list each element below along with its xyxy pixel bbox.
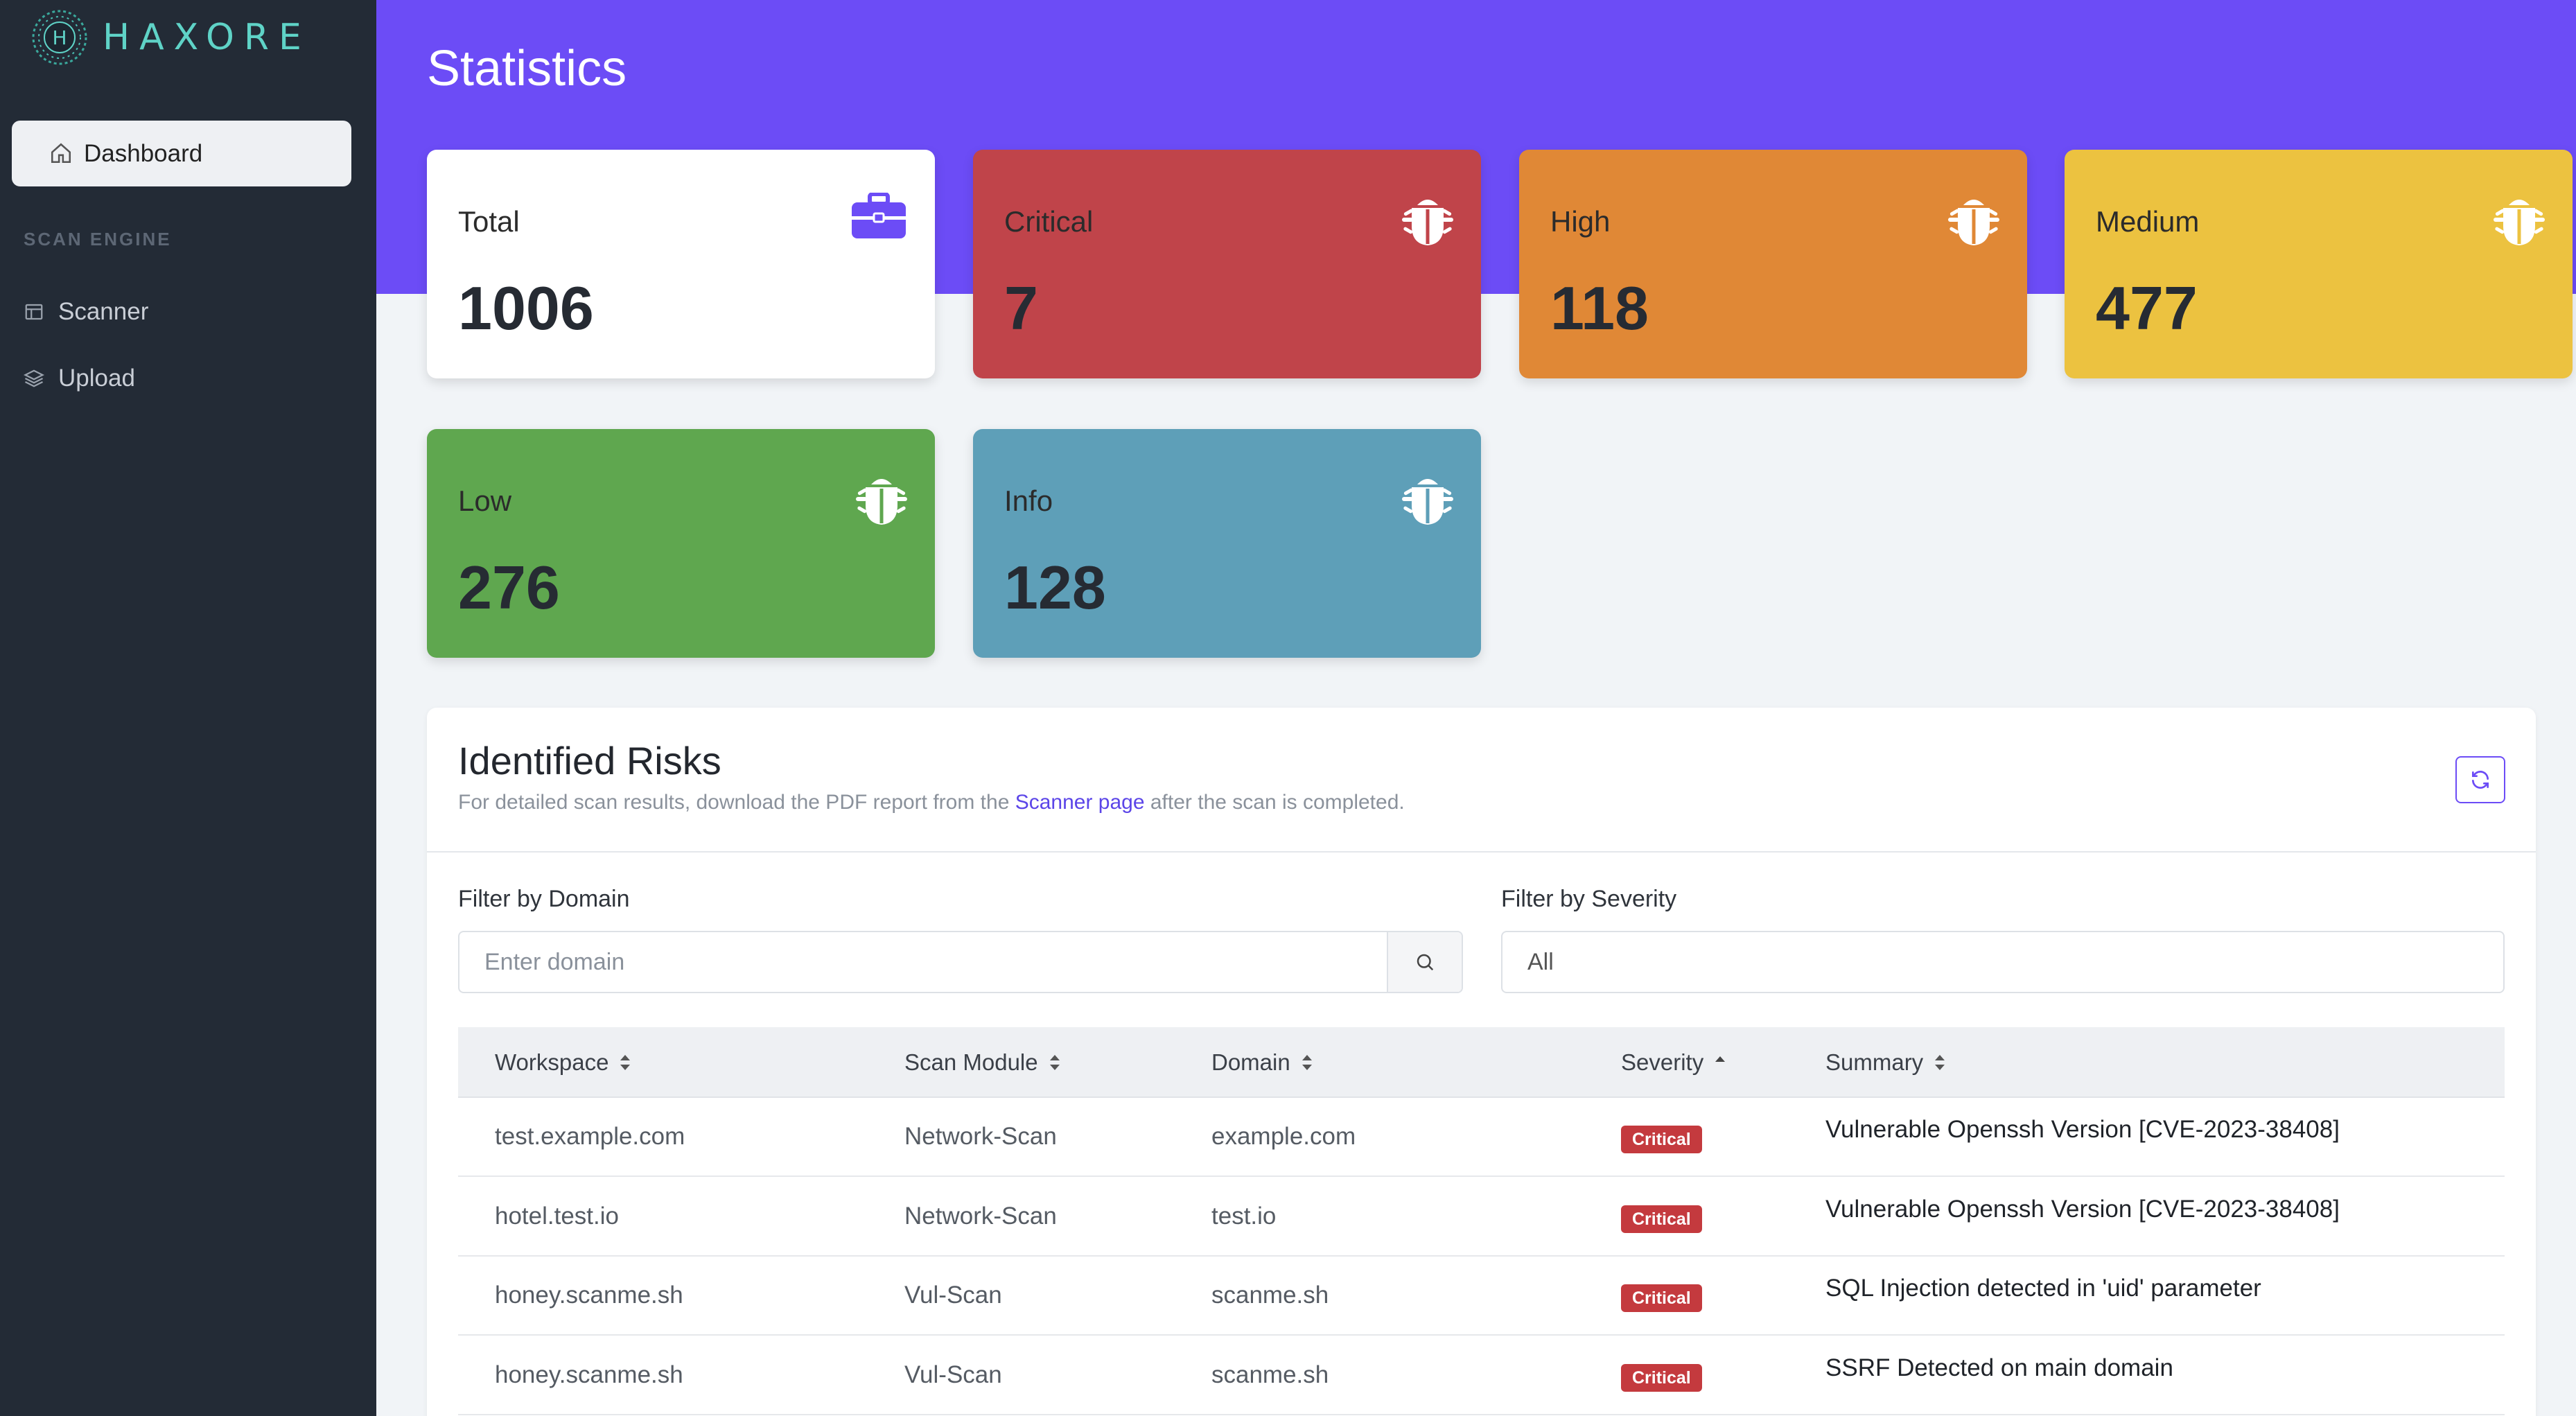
severity-badge: Critical	[1621, 1364, 1702, 1392]
severity-filter-select[interactable]: All	[1501, 931, 2505, 993]
refresh-button[interactable]	[2455, 756, 2505, 803]
filter-severity-label: Filter by Severity	[1501, 886, 1677, 912]
stat-value: 1006	[458, 274, 594, 342]
sort-ascending-icon	[1715, 1056, 1726, 1062]
table-row[interactable]: test.example.com Network-Scan example.co…	[458, 1098, 2505, 1177]
table-row[interactable]: honey.scanme.sh Vul-Scan scanme.sh Criti…	[458, 1336, 2505, 1415]
severity-select-value: All	[1527, 949, 1554, 975]
severity-badge: Critical	[1621, 1205, 1702, 1233]
cell-domain: example.com	[1211, 1123, 1356, 1150]
sidebar-section-label: SCAN ENGINE	[24, 229, 172, 250]
brand-name: HAXORE	[103, 17, 311, 58]
sidebar-item-label: Upload	[58, 365, 135, 392]
subtitle-text: after the scan is completed.	[1144, 791, 1405, 814]
domain-search-button[interactable]	[1387, 932, 1462, 992]
stat-card-total: Total 1006	[427, 150, 935, 378]
cell-scan-module: Vul-Scan	[904, 1282, 1002, 1309]
stat-value: 7	[1004, 274, 1038, 342]
panel-divider	[427, 851, 2536, 853]
logo-mark-text: H	[52, 26, 67, 49]
stat-card-medium: Medium 477	[2065, 150, 2573, 378]
briefcase-icon	[852, 193, 906, 238]
stat-label: Info	[1004, 484, 1053, 517]
layers-icon	[24, 369, 44, 387]
cell-scan-module: Network-Scan	[904, 1203, 1057, 1230]
stat-card-low: Low 276	[427, 429, 935, 658]
stat-value: 276	[458, 553, 560, 622]
sidebar-item-label: Dashboard	[84, 139, 203, 167]
column-header-severity[interactable]: Severity	[1621, 1049, 1727, 1076]
haxore-logo-icon: H	[32, 10, 87, 65]
severity-badge: Critical	[1621, 1284, 1702, 1312]
cell-workspace: hotel.test.io	[495, 1203, 619, 1230]
bug-icon	[2494, 200, 2545, 245]
home-icon	[51, 143, 71, 164]
cell-workspace: honey.scanme.sh	[495, 1282, 683, 1309]
filter-domain-label: Filter by Domain	[458, 886, 630, 912]
cell-domain: scanme.sh	[1211, 1282, 1329, 1309]
sort-icon	[620, 1055, 631, 1070]
stat-value: 477	[2096, 274, 2198, 342]
column-header-label: Workspace	[495, 1049, 609, 1075]
bug-icon	[856, 479, 907, 525]
column-header-label: Scan Module	[904, 1049, 1038, 1075]
sort-icon	[1935, 1055, 1945, 1070]
column-header-label: Summary	[1825, 1049, 1924, 1075]
sidebar-item-dashboard[interactable]: Dashboard	[12, 121, 351, 186]
column-header-workspace[interactable]: Workspace	[495, 1049, 632, 1076]
column-header-label: Severity	[1621, 1049, 1704, 1075]
sidebar-item-scanner[interactable]: Scanner	[24, 291, 148, 333]
panel-title: Identified Risks	[458, 739, 721, 783]
column-header-domain[interactable]: Domain	[1211, 1049, 1314, 1076]
cell-domain: test.io	[1211, 1203, 1277, 1230]
table-row[interactable]: honey.scanme.sh Vul-Scan scanme.sh Criti…	[458, 1257, 2505, 1336]
sidebar: H HAXORE Dashboard SCAN ENGINE Scanner U…	[0, 0, 376, 1416]
panel-subtitle: For detailed scan results, download the …	[458, 791, 1405, 814]
search-icon	[1417, 954, 1434, 971]
table-row[interactable]: hotel.test.io Network-Scan test.io Criti…	[458, 1178, 2505, 1257]
sidebar-item-label: Scanner	[58, 298, 149, 325]
brand-logo[interactable]: H HAXORE	[28, 6, 311, 69]
stat-label: Total	[458, 205, 520, 238]
cell-summary: Vulnerable Openssh Version [CVE-2023-384…	[1825, 1116, 2340, 1143]
scanner-page-link[interactable]: Scanner page	[1015, 791, 1145, 814]
bug-icon	[1948, 200, 1999, 245]
cell-summary: SSRF Detected on main domain	[1825, 1354, 2173, 1381]
cell-summary: SQL Injection detected in 'uid' paramete…	[1825, 1275, 2261, 1302]
bug-icon	[1402, 479, 1453, 525]
column-header-label: Domain	[1211, 1049, 1290, 1075]
stat-card-critical: Critical 7	[973, 150, 1481, 378]
sidebar-item-upload[interactable]: Upload	[24, 358, 135, 399]
cell-workspace: test.example.com	[495, 1123, 685, 1150]
cell-summary: Vulnerable Openssh Version [CVE-2023-384…	[1825, 1196, 2340, 1223]
stat-label: High	[1550, 205, 1611, 238]
page-title: Statistics	[427, 41, 627, 96]
domain-search-input[interactable]	[459, 932, 1388, 992]
table-icon	[25, 304, 43, 320]
sort-icon	[1049, 1055, 1060, 1070]
severity-badge: Critical	[1621, 1126, 1702, 1153]
refresh-icon	[2472, 771, 2489, 789]
identified-risks-panel: Identified Risks For detailed scan resul…	[427, 708, 2536, 1416]
stat-value: 128	[1004, 553, 1106, 622]
cell-scan-module: Vul-Scan	[904, 1361, 1002, 1388]
risks-table-header: Workspace Scan Module Domain Severity Su…	[458, 1027, 2505, 1098]
stat-card-high: High 118	[1519, 150, 2027, 378]
stat-card-info: Info 128	[973, 429, 1481, 658]
subtitle-text: For detailed scan results, download the …	[458, 791, 1015, 814]
cell-workspace: honey.scanme.sh	[495, 1361, 683, 1388]
stat-label: Critical	[1004, 205, 1094, 238]
stat-value: 118	[1550, 274, 1649, 342]
sort-icon	[1302, 1055, 1312, 1070]
cell-scan-module: Network-Scan	[904, 1123, 1057, 1150]
stat-label: Low	[458, 484, 512, 517]
column-header-summary[interactable]: Summary	[1825, 1049, 1947, 1076]
cell-domain: scanme.sh	[1211, 1361, 1329, 1388]
column-header-scan-module[interactable]: Scan Module	[904, 1049, 1062, 1076]
domain-filter-field	[458, 931, 1463, 993]
bug-icon	[1402, 200, 1453, 245]
stat-label: Medium	[2096, 205, 2200, 238]
